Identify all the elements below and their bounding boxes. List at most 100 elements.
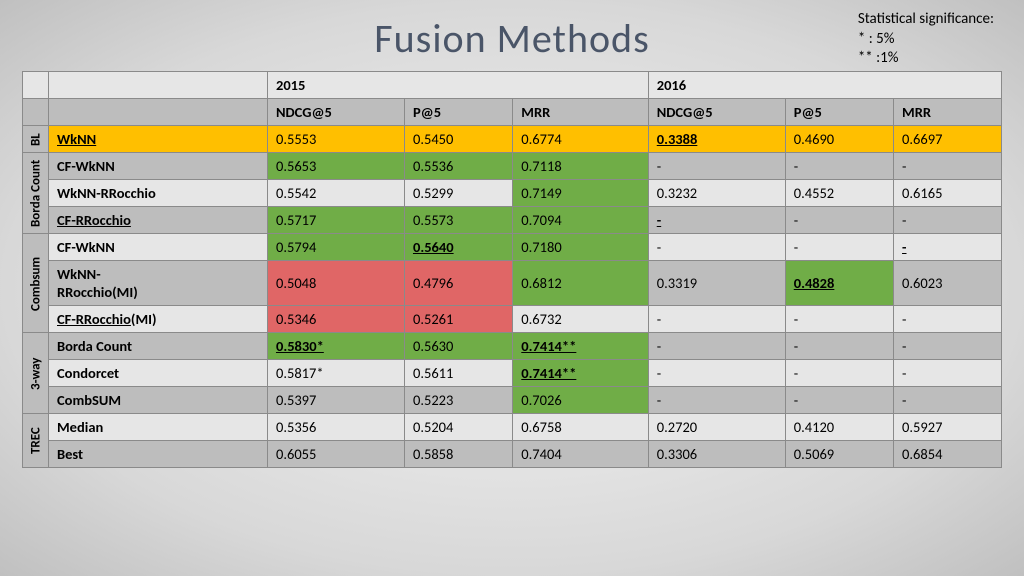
legend-line-2: ** :1% — [858, 49, 994, 69]
table-cell: 0.5573 — [404, 207, 512, 234]
table-cell: 0.4796 — [404, 261, 512, 306]
table-cell: - — [785, 153, 893, 180]
fusion-methods-table: 2015 2016 NDCG@5 P@5 MRR NDCG@5 P@5 MRR … — [22, 71, 1002, 468]
table-cell: - — [894, 153, 1002, 180]
table-cell: 0.5630 — [404, 333, 512, 360]
table-cell: - — [648, 234, 785, 261]
metric-p5: P@5 — [785, 99, 893, 126]
metric-ndcg: NDCG@5 — [267, 99, 404, 126]
table-cell: 0.5204 — [404, 414, 512, 441]
table-cell: 0.4690 — [785, 126, 893, 153]
table-cell: 0.5450 — [404, 126, 512, 153]
table-cell: 0.7094 — [513, 207, 648, 234]
metric-ndcg: NDCG@5 — [648, 99, 785, 126]
table-cell: 0.4828 — [785, 261, 893, 306]
table-cell: - — [894, 234, 1002, 261]
year-header-2015: 2015 — [267, 72, 648, 99]
table-cell: - — [648, 153, 785, 180]
table-cell: 0.3319 — [648, 261, 785, 306]
table-cell: - — [894, 207, 1002, 234]
table-cell: 0.5830* — [267, 333, 404, 360]
table-cell: - — [648, 387, 785, 414]
table-cell: 0.5717 — [267, 207, 404, 234]
table-cell: 0.5048 — [267, 261, 404, 306]
table-cell: 0.6055 — [267, 441, 404, 468]
table-cell: - — [648, 207, 785, 234]
table-cell: 0.3306 — [648, 441, 785, 468]
group-combsum: Combsum — [23, 234, 49, 333]
table-cell: 0.5356 — [267, 414, 404, 441]
table-cell: - — [648, 333, 785, 360]
table-cell: 0.6023 — [894, 261, 1002, 306]
table-cell: 0.6812 — [513, 261, 648, 306]
method-name: CombSUM — [49, 387, 268, 414]
table-cell: - — [785, 234, 893, 261]
table-cell: 0.5817* — [267, 360, 404, 387]
table-cell: 0.6165 — [894, 180, 1002, 207]
table-cell: 0.7414** — [513, 360, 648, 387]
group-trec: TREC — [23, 414, 49, 468]
table-cell: - — [894, 333, 1002, 360]
table-cell: - — [785, 360, 893, 387]
table-cell: 0.5553 — [267, 126, 404, 153]
table-cell: 0.6732 — [513, 306, 648, 333]
blank-header — [49, 99, 268, 126]
table-cell: 0.5640 — [404, 234, 512, 261]
method-name: Median — [49, 414, 268, 441]
table-cell: - — [648, 306, 785, 333]
legend-line-1: * : 5% — [858, 30, 994, 50]
method-name: CF-RRocchio(MI) — [49, 306, 268, 333]
table-cell: 0.5927 — [894, 414, 1002, 441]
table-cell: - — [785, 333, 893, 360]
method-name: WkNN-RRocchio(MI) — [49, 261, 268, 306]
table-cell: 0.7404 — [513, 441, 648, 468]
blank-header — [23, 99, 49, 126]
table-cell: 0.5653 — [267, 153, 404, 180]
table-cell: - — [785, 387, 893, 414]
table-cell: 0.4552 — [785, 180, 893, 207]
table-cell: 0.5542 — [267, 180, 404, 207]
table-cell: 0.6774 — [513, 126, 648, 153]
group-3way: 3-way — [23, 333, 49, 414]
table-cell: 0.6854 — [894, 441, 1002, 468]
table-cell: 0.5346 — [267, 306, 404, 333]
group-bl: BL — [23, 126, 49, 153]
method-name: WkNN — [49, 126, 268, 153]
table-cell: - — [785, 306, 893, 333]
group-borda: Borda Count — [23, 153, 49, 234]
table-cell: - — [894, 306, 1002, 333]
table-cell: - — [648, 360, 785, 387]
table-cell: 0.5069 — [785, 441, 893, 468]
metric-mrr: MRR — [513, 99, 648, 126]
metric-p5: P@5 — [404, 99, 512, 126]
method-name: Condorcet — [49, 360, 268, 387]
year-header-2016: 2016 — [648, 72, 1001, 99]
table-cell: 0.6697 — [894, 126, 1002, 153]
method-name: WkNN-RRocchio — [49, 180, 268, 207]
table-cell: 0.5611 — [404, 360, 512, 387]
table-cell: 0.7149 — [513, 180, 648, 207]
table-cell: 0.7118 — [513, 153, 648, 180]
method-name: Best — [49, 441, 268, 468]
table-cell: 0.5858 — [404, 441, 512, 468]
table-cell: 0.5299 — [404, 180, 512, 207]
table-cell: 0.5794 — [267, 234, 404, 261]
table-cell: 0.6758 — [513, 414, 648, 441]
table-cell: 0.2720 — [648, 414, 785, 441]
table-cell: - — [894, 360, 1002, 387]
metric-mrr: MRR — [894, 99, 1002, 126]
method-name: CF-WkNN — [49, 234, 268, 261]
method-name: CF-WkNN — [49, 153, 268, 180]
blank-header — [49, 72, 268, 99]
table-cell: 0.7180 — [513, 234, 648, 261]
legend-heading: Statistical significance: — [858, 10, 994, 30]
table-cell: - — [894, 387, 1002, 414]
method-name: CF-RRocchio — [49, 207, 268, 234]
table-cell: 0.3388 — [648, 126, 785, 153]
blank-header — [23, 72, 49, 99]
significance-legend: Statistical significance: * : 5% ** :1% — [858, 10, 994, 69]
table-cell: 0.5397 — [267, 387, 404, 414]
table-cell: 0.5536 — [404, 153, 512, 180]
table-cell: 0.4120 — [785, 414, 893, 441]
table-cell: 0.7414** — [513, 333, 648, 360]
